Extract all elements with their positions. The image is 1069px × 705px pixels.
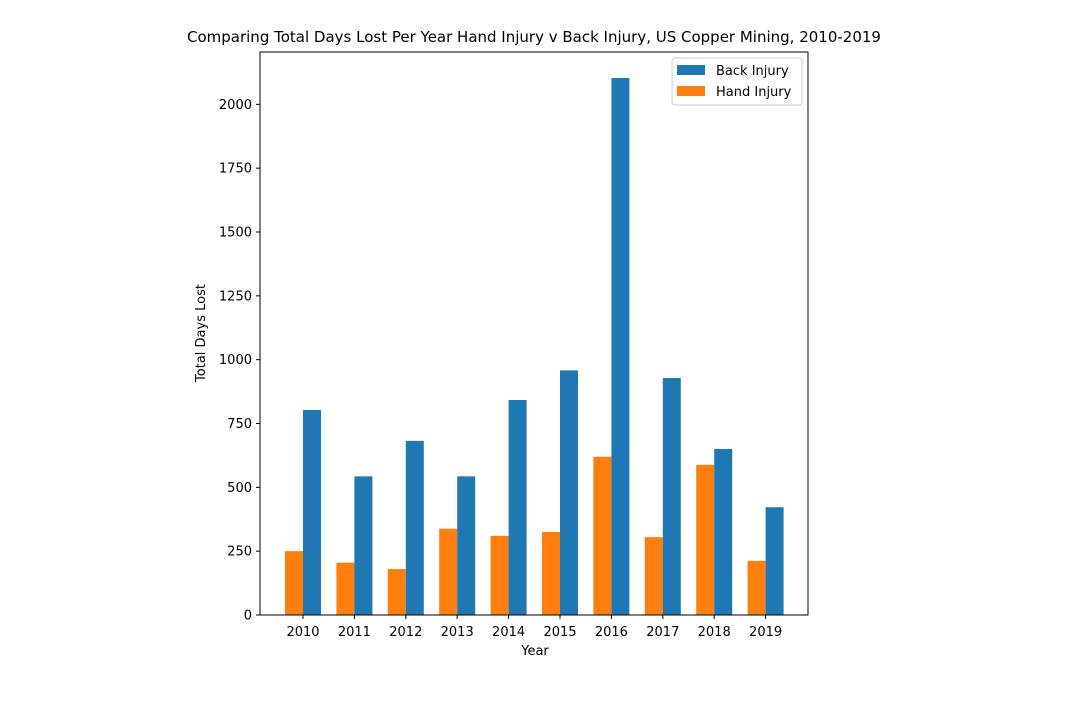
y-axis: 0 250 500 750 1000 1250 1500 1750 2000 bbox=[219, 98, 260, 624]
hand-injury-bar-2011 bbox=[336, 562, 355, 615]
chart-title: Comparing Total Days Lost Per Year Hand … bbox=[187, 28, 881, 46]
legend-label-hand-injury: Hand Injury bbox=[716, 85, 792, 100]
y-tick-label: 750 bbox=[227, 417, 252, 432]
x-tick-label: 2012 bbox=[389, 625, 422, 640]
y-tick-label: 0 bbox=[244, 609, 252, 624]
hand-injury-bar-2016 bbox=[593, 456, 612, 615]
y-tick-label: 1000 bbox=[219, 353, 252, 368]
hand-injury-bar-2019 bbox=[747, 560, 766, 615]
legend-swatch-hand-injury bbox=[677, 86, 705, 96]
x-tick-label: 2013 bbox=[441, 625, 474, 640]
hand-injury-bar-2010 bbox=[285, 551, 303, 615]
back-injury-bar-2014 bbox=[508, 400, 527, 615]
x-tick-label: 2015 bbox=[543, 625, 576, 640]
back-injury-bar-2011 bbox=[354, 476, 373, 615]
hand-injury-bar-2015 bbox=[542, 532, 560, 615]
y-tick-label: 250 bbox=[227, 545, 252, 560]
hand-injury-bar-2018 bbox=[696, 464, 715, 615]
x-tick-label: 2010 bbox=[286, 625, 319, 640]
bars-layer bbox=[285, 78, 784, 616]
y-tick-label: 1250 bbox=[219, 289, 252, 304]
y-axis-label: Total Days Lost bbox=[194, 284, 209, 383]
hand-injury-bar-2013 bbox=[439, 528, 458, 615]
y-tick-label: 500 bbox=[227, 481, 252, 496]
y-tick-label: 1750 bbox=[219, 162, 252, 177]
x-axis-label: Year bbox=[520, 644, 549, 659]
back-injury-bar-2010 bbox=[303, 409, 321, 615]
legend: Back Injury Hand Injury bbox=[671, 57, 803, 106]
back-injury-bar-2016 bbox=[611, 78, 630, 616]
x-tick-label: 2016 bbox=[595, 625, 628, 640]
back-injury-bar-2018 bbox=[714, 449, 733, 615]
x-tick-label: 2011 bbox=[338, 625, 371, 640]
back-injury-bar-2012 bbox=[405, 440, 424, 615]
legend-label-back-injury: Back Injury bbox=[716, 64, 789, 79]
x-tick-label: 2019 bbox=[749, 625, 782, 640]
plot-frame bbox=[259, 51, 809, 616]
hand-injury-bar-2014 bbox=[490, 535, 509, 615]
legend-swatch-back-injury bbox=[677, 65, 705, 75]
back-injury-bar-2015 bbox=[560, 370, 578, 615]
hand-injury-bar-2012 bbox=[387, 569, 406, 615]
x-tick-label: 2018 bbox=[698, 625, 731, 640]
back-injury-bar-2017 bbox=[662, 378, 681, 615]
x-tick-label: 2014 bbox=[492, 625, 525, 640]
y-tick-label: 1500 bbox=[219, 226, 252, 241]
y-tick-label: 2000 bbox=[219, 98, 252, 113]
hand-injury-bar-2017 bbox=[644, 537, 663, 615]
back-injury-bar-2019 bbox=[765, 507, 784, 615]
x-tick-label: 2017 bbox=[646, 625, 679, 640]
x-axis: 2010 2011 2012 2013 2014 2015 2016 2017 2018 2019 bbox=[286, 615, 782, 640]
back-injury-bar-2013 bbox=[457, 476, 476, 615]
